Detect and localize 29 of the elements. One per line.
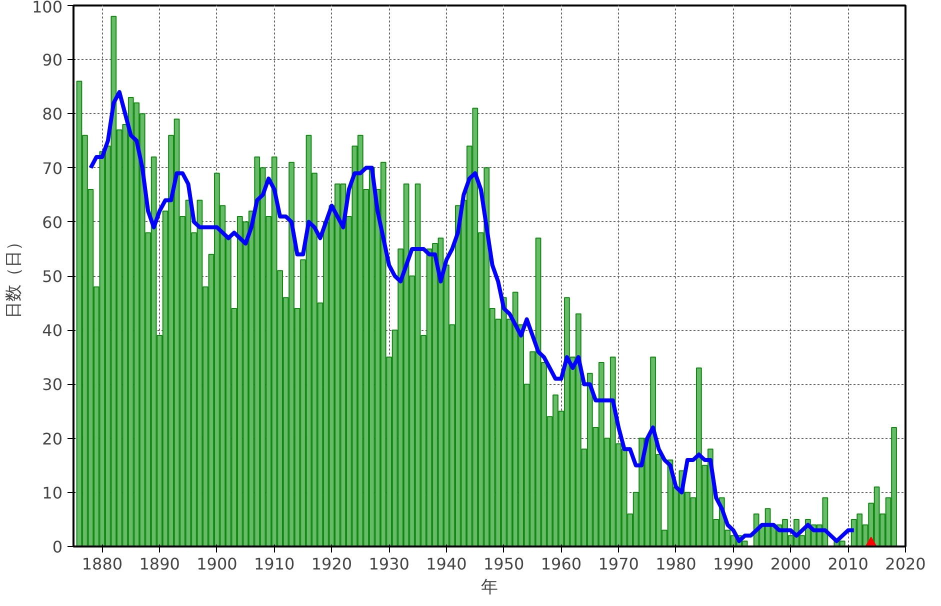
x-tick-label: 1990 — [713, 554, 754, 574]
y-tick-label: 90 — [42, 50, 62, 70]
y-tick-label: 10 — [42, 483, 62, 502]
y-tick-label: 50 — [42, 267, 62, 286]
y-tick-label: 40 — [42, 321, 62, 340]
x-axis-title: 年 — [481, 578, 498, 598]
x-tick-label: 1900 — [196, 554, 238, 574]
y-tick-label: 30 — [42, 375, 62, 394]
x-tick-label: 2000 — [770, 554, 812, 574]
line-series — [88, 90, 856, 544]
y-tick-label: 70 — [42, 158, 62, 178]
y-axis-title: 日数（日） — [4, 234, 24, 318]
x-tick-label: 1980 — [656, 554, 696, 574]
x-tick-label: 1960 — [540, 554, 582, 574]
x-tick-label: 1930 — [368, 554, 410, 574]
x-tick-label: 1920 — [311, 554, 352, 574]
x-tick-label: 1890 — [139, 554, 180, 574]
y-tick-label: 100 — [32, 0, 63, 16]
x-tick-label: 1880 — [82, 554, 123, 574]
x-tick-label: 1910 — [254, 554, 295, 574]
y-tick-label: 0 — [52, 538, 63, 556]
x-tick-label: 1950 — [483, 554, 524, 574]
y-tick-label: 60 — [42, 212, 62, 232]
x-tick-label: 1940 — [426, 554, 467, 574]
x-tick-label: 1970 — [598, 554, 639, 574]
x-tick-label: 2010 — [828, 554, 868, 574]
y-tick-label: 20 — [42, 429, 62, 448]
y-tick-label: 80 — [42, 104, 62, 124]
x-tick-label: 2020 — [885, 554, 926, 574]
